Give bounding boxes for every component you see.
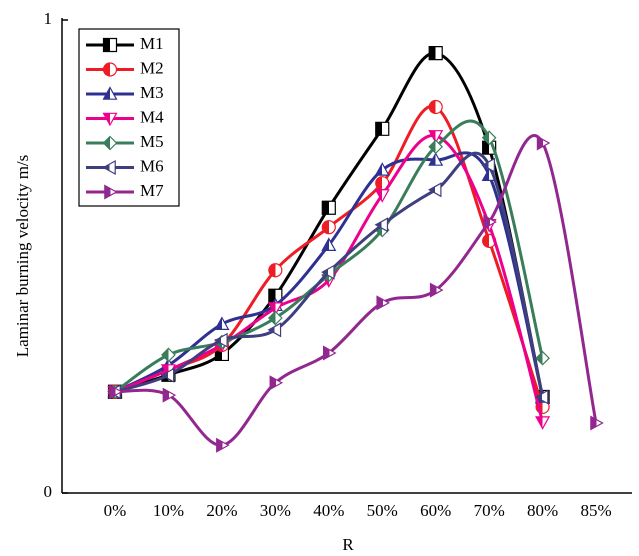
marker — [481, 130, 497, 146]
legend-marker — [104, 184, 118, 200]
marker — [268, 263, 283, 278]
marker — [428, 152, 444, 166]
x-tick-label: 50% — [367, 501, 398, 520]
marker — [214, 332, 228, 348]
marker — [161, 347, 176, 363]
x-tick-label: 10% — [153, 501, 184, 520]
marker — [269, 375, 284, 391]
x-tick-label: 60% — [420, 501, 451, 520]
marker — [321, 200, 336, 215]
marker — [535, 416, 551, 430]
marker — [535, 350, 550, 366]
x-tick-label: 80% — [527, 501, 558, 520]
marker — [374, 162, 390, 176]
x-tick-label: 40% — [313, 501, 344, 520]
marker — [162, 387, 177, 403]
legend-marker — [102, 135, 118, 151]
marker — [428, 99, 443, 115]
legend-marker — [102, 37, 118, 53]
x-tick-label: 30% — [260, 501, 291, 520]
marker — [376, 295, 390, 311]
legend-label: M3 — [140, 83, 164, 102]
marker — [428, 130, 444, 144]
marker — [268, 310, 283, 326]
marker — [429, 282, 444, 298]
legend-label: M4 — [140, 107, 164, 126]
marker — [374, 189, 390, 203]
marker — [323, 345, 337, 361]
legend-marker — [102, 112, 118, 127]
marker — [321, 220, 336, 235]
legend-marker — [102, 62, 118, 77]
x-tick-label: 85% — [580, 501, 611, 520]
marker — [428, 139, 444, 155]
marker — [160, 367, 175, 383]
series-line — [114, 151, 545, 398]
series-line — [114, 151, 545, 398]
legend-label: M1 — [140, 34, 164, 53]
x-tick-label: 70% — [474, 501, 505, 520]
legend-label: M5 — [140, 132, 164, 151]
marker — [267, 322, 282, 338]
series-line — [114, 119, 545, 394]
x-axis-title: R — [342, 535, 354, 554]
marker — [534, 389, 549, 405]
marker — [321, 237, 337, 251]
y-tick-label: 0 — [44, 482, 53, 501]
marker — [321, 264, 335, 280]
x-tick-label: 0% — [104, 501, 127, 520]
marker — [374, 217, 389, 233]
marker — [109, 384, 123, 400]
legend-label: M6 — [140, 156, 164, 175]
marker — [216, 437, 230, 453]
marker — [481, 157, 495, 173]
marker — [536, 135, 551, 151]
legend-label: M2 — [140, 58, 164, 77]
legend-marker — [102, 86, 118, 100]
legend-label: M7 — [140, 181, 164, 200]
y-tick-label: 1 — [44, 9, 53, 28]
marker — [214, 316, 230, 330]
marker — [590, 415, 604, 431]
marker — [267, 302, 283, 316]
marker — [375, 121, 390, 136]
y-axis-title: Laminar burning velocity m/s — [13, 155, 32, 358]
marker — [428, 46, 443, 61]
marker — [427, 182, 442, 198]
series-line — [114, 133, 598, 447]
legend-marker — [102, 159, 116, 176]
marker — [483, 214, 497, 230]
x-tick-label: 20% — [206, 501, 237, 520]
